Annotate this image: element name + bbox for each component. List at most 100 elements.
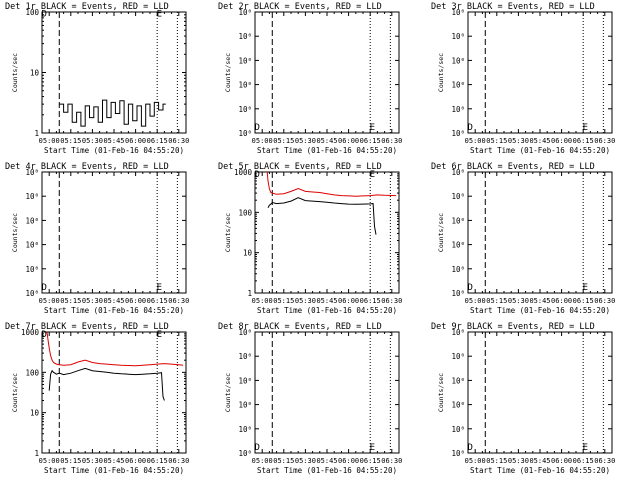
marker-label-e: E [370,443,375,453]
x-tick-label: 06:15 [573,457,594,465]
y-tick-label: 10⁰ [25,289,39,298]
y-axis-label: Counts/sec [224,53,232,92]
y-tick-label: 10⁰ [238,81,252,90]
panel-det-3: Det 3r BLACK = Events, RED = LLD10⁰10⁰10… [431,2,615,155]
x-axis-label: Start Time (01-Feb-16 04:55:20) [44,466,184,475]
y-tick-label: 100 [238,208,252,217]
y-tick-label: 10⁰ [451,8,465,17]
y-tick-label: 10⁰ [451,352,465,361]
y-tick-label: 10⁰ [238,425,252,434]
y-tick-label: 1 [247,289,252,298]
x-tick-label: 05:45 [529,297,550,305]
x-axis-label: Start Time (01-Feb-16 04:55:20) [44,306,184,315]
plot-frame [41,11,187,134]
x-tick-label: 06:15 [147,137,168,145]
y-axis-label: Counts/sec [11,53,19,92]
x-tick-label: 06:30 [168,297,189,305]
panel-title: Det 8r BLACK = Events, RED = LLD [218,322,382,332]
marker-label-e: E [370,123,375,133]
y-axis-label: Counts/sec [11,213,19,252]
marker-label-e: E [583,443,588,453]
plot-frame [41,171,187,294]
x-tick-label: 05:15 [60,137,81,145]
x-tick-label: 06:30 [381,297,402,305]
x-tick-label: 05:45 [316,137,337,145]
x-axis-label: Start Time (01-Feb-16 04:55:20) [257,306,397,315]
x-tick-label: 06:30 [594,297,615,305]
marker-label-e: E [583,123,588,133]
x-tick-label: 06:00 [551,137,572,145]
x-tick-label: 05:00 [465,137,486,145]
y-tick-label: 10⁰ [238,401,252,410]
y-tick-label: 10⁰ [238,376,252,385]
y-tick-label: 10⁰ [451,328,465,337]
x-tick-label: 05:00 [465,457,486,465]
x-tick-label: 06:00 [338,297,359,305]
x-tick-label: 05:45 [316,297,337,305]
panel-det-2: Det 2r BLACK = Events, RED = LLD10⁰10⁰10… [218,2,402,155]
marker-label-d: D [41,283,46,293]
x-tick-label: 06:30 [381,137,402,145]
plot-frame [467,171,613,294]
x-tick-label: 06:15 [147,457,168,465]
x-tick-label: 06:30 [381,457,402,465]
series-line-events [48,367,165,401]
y-axis-label: Counts/sec [437,373,445,412]
y-axis-label: Counts/sec [224,213,232,252]
y-tick-label: 10⁰ [238,8,252,17]
y-tick-label: 10⁰ [451,449,465,458]
y-tick-label: 1 [34,449,39,458]
x-tick-label: 05:30 [295,297,316,305]
y-tick-label: 10⁰ [451,56,465,65]
x-tick-label: 05:15 [486,137,507,145]
x-axis-label: Start Time (01-Feb-16 04:55:20) [470,146,610,155]
plot-frame [467,11,613,134]
marker-label-e: E [583,283,588,293]
y-tick-label: 100 [25,368,39,377]
x-tick-label: 05:45 [103,137,124,145]
series-line-events [267,197,377,235]
x-tick-label: 05:15 [486,457,507,465]
x-tick-label: 06:30 [168,137,189,145]
x-tick-label: 05:30 [295,457,316,465]
x-tick-label: 06:00 [125,297,146,305]
x-tick-label: 05:15 [486,297,507,305]
marker-label-d: D [467,443,472,453]
x-tick-label: 06:15 [360,297,381,305]
y-tick-label: 10⁰ [25,241,39,250]
x-tick-label: 06:15 [573,297,594,305]
panel-title: Det 1r BLACK = Events, RED = LLD [5,2,169,12]
x-tick-label: 06:15 [573,137,594,145]
marker-label-d: D [254,170,259,180]
panel-det-6: Det 6r BLACK = Events, RED = LLD10⁰10⁰10… [431,162,615,315]
panel-title: Det 6r BLACK = Events, RED = LLD [431,162,595,172]
y-tick-label: 10⁰ [451,401,465,410]
x-tick-label: 06:15 [360,457,381,465]
x-tick-label: 06:30 [168,457,189,465]
panel-title: Det 4r BLACK = Events, RED = LLD [5,162,169,172]
y-tick-label: 10⁰ [238,328,252,337]
y-axis-label: Counts/sec [224,373,232,412]
x-axis-label: Start Time (01-Feb-16 04:55:20) [470,466,610,475]
series-line-lld [266,171,397,197]
panel-det-7: Det 7r BLACK = Events, RED = LLD 1 10 100 10… [5,322,189,475]
x-tick-label: 05:00 [252,297,273,305]
y-axis-label: Counts/sec [437,213,445,252]
panel-det-1: Det 1r BLACK = Events, RED = LLD 1 10 100 05… [5,2,189,155]
panel-det-4: Det 4r BLACK = Events, RED = LLD10⁰10⁰10… [5,162,189,315]
y-tick-label: 10⁰ [238,352,252,361]
y-tick-label: 10⁰ [451,192,465,201]
x-tick-label: 06:00 [338,457,359,465]
x-tick-label: 05:00 [39,457,60,465]
y-tick-label: 10 [30,409,40,418]
panel-title: Det 9r BLACK = Events, RED = LLD [431,322,595,332]
y-tick-label: 10⁰ [451,168,465,177]
y-tick-label: 10 [243,249,253,258]
plot-frame [467,331,613,454]
y-axis-label: Counts/sec [11,373,19,412]
y-tick-label: 10⁰ [451,32,465,41]
x-tick-label: 06:00 [551,297,572,305]
x-tick-label: 05:30 [82,457,103,465]
x-tick-label: 05:45 [529,457,550,465]
